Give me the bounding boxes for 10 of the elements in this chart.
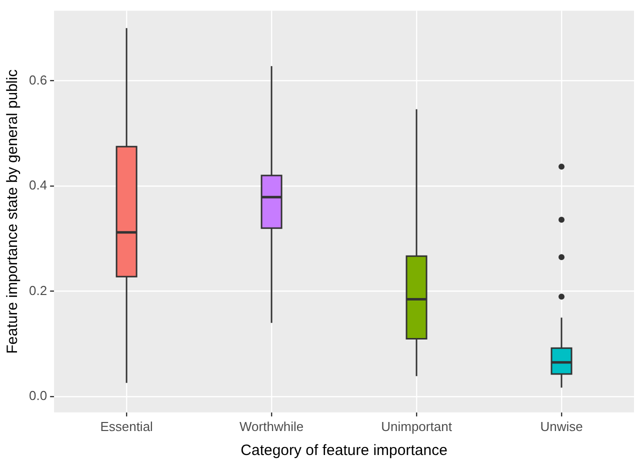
y-tick-label: 0.6 <box>28 72 48 88</box>
x-tick-label: Worthwhile <box>240 418 304 434</box>
x-tick-label: Unwise <box>540 418 583 434</box>
y-axis-title: Feature importance state by general public <box>4 68 22 354</box>
y-tick-label: 0.4 <box>28 178 48 193</box>
y-tick-label: 0.0 <box>28 388 48 404</box>
x-tick-label: Essential <box>100 418 154 434</box>
x-axis-title: Category of feature importance <box>240 442 448 460</box>
x-tick-label: Unimportant <box>381 418 452 434</box>
y-tick-label: 0.2 <box>28 282 48 298</box>
